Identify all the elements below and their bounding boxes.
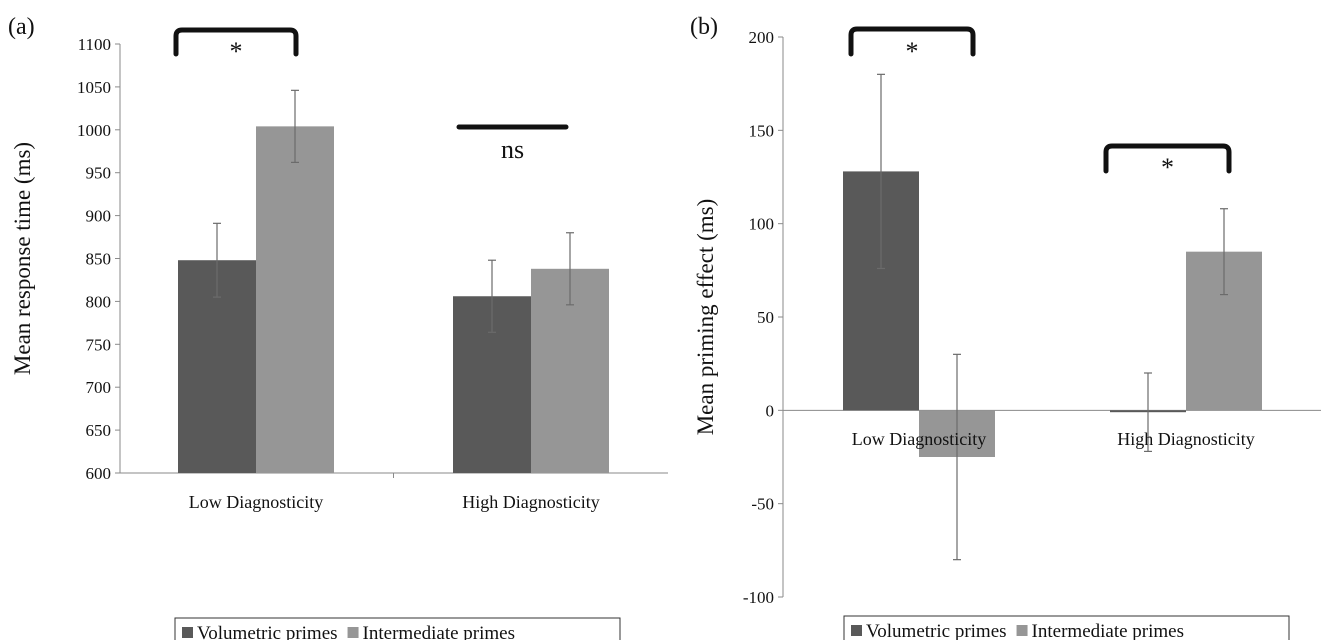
y-tick-label-b: 200	[749, 28, 775, 47]
y-tick-label-a: 800	[86, 292, 112, 311]
legend-label-a-s1: Intermediate primes	[363, 623, 515, 640]
bar-a-s1-c0	[256, 126, 334, 474]
category-label-b: High Diagnosticity	[1117, 429, 1255, 449]
y-tick-label-a: 850	[86, 250, 112, 269]
significance-label-b: *	[1161, 153, 1174, 182]
legend-swatch-b-s0	[851, 625, 862, 636]
legend-box-a	[174, 617, 621, 640]
legend-label-a-s0: Volumetric primes	[197, 623, 338, 640]
legend-swatch-b-s1	[1016, 625, 1028, 636]
y-tick-label-b: 50	[757, 308, 774, 327]
y-tick-label-a: 1050	[77, 78, 111, 97]
y-tick-label-b: 100	[749, 215, 775, 234]
y-tick-label-a: 900	[86, 207, 112, 226]
y-tick-label-a: 950	[86, 164, 112, 183]
y-tick-label-b: 150	[749, 121, 775, 140]
panel-label-a: (a)	[8, 14, 35, 40]
y-tick-label-a: 1000	[77, 121, 111, 140]
legend-box-b	[843, 615, 1290, 640]
panel-label-b: (b)	[690, 14, 718, 40]
significance-bracket-b	[1103, 143, 1232, 174]
significance-label-b: *	[906, 37, 919, 66]
y-tick-label-a: 700	[86, 378, 112, 397]
significance-label-a: *	[230, 37, 243, 66]
category-label-a: Low Diagnosticity	[189, 492, 323, 512]
legend-swatch-a-s0	[182, 627, 193, 638]
y-tick-label-a: 750	[86, 335, 112, 354]
y-tick-label-b: 0	[766, 401, 775, 420]
significance-bracket-b	[848, 26, 976, 57]
category-label-b: Low Diagnosticity	[852, 429, 986, 449]
y-axis-title-a: Mean response time (ms)	[10, 142, 35, 375]
legend-label-b-s1: Intermediate primes	[1032, 621, 1184, 640]
significance-bracket-a	[173, 27, 299, 57]
y-tick-label-b: -50	[751, 495, 774, 514]
y-tick-label-b: -100	[743, 588, 774, 607]
significance-label-a: ns	[501, 135, 524, 164]
legend-swatch-a-s1	[347, 627, 359, 638]
category-label-a: High Diagnosticity	[462, 492, 600, 512]
y-tick-label-a: 600	[86, 464, 112, 483]
y-tick-label-a: 1100	[78, 35, 111, 54]
legend-label-b-s0: Volumetric primes	[866, 621, 1007, 640]
y-tick-label-a: 650	[86, 421, 112, 440]
y-axis-title-b: Mean priming effect (ms)	[693, 199, 718, 436]
